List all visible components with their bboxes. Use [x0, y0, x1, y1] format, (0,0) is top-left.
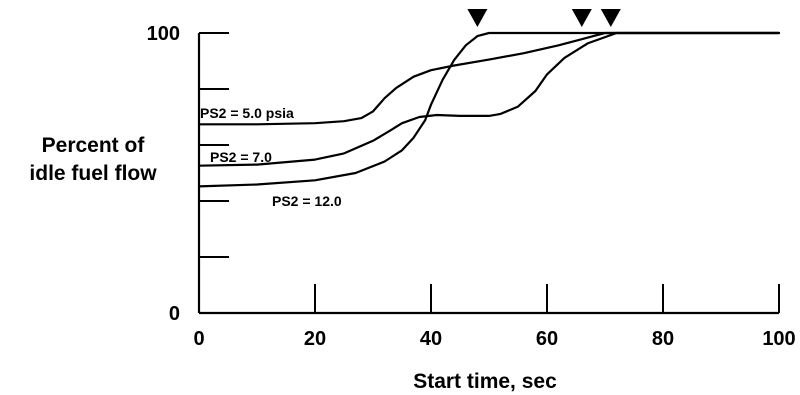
x-axis-title: Start time, sec [413, 370, 557, 393]
x-tick-label-20: 20 [304, 328, 326, 350]
y-axis-title-line-2: idle fuel flow [29, 162, 157, 185]
series-line-1 [197, 31, 781, 126]
x-tick-label-100: 100 [762, 328, 795, 350]
x-tick-label-60: 60 [536, 328, 558, 350]
ticks-layer [199, 32, 780, 313]
series-label-ps2-5: PS2 = 5.0 psia [200, 105, 294, 121]
x-tick-label-0: 0 [193, 328, 204, 350]
annotations: PS2 = 5.0 psia PS2 = 7.0 PS2 = 12.0 [200, 105, 342, 209]
series-line-3 [197, 31, 781, 188]
y-tick-label-0: 0 [169, 303, 180, 325]
y-axis-title-line-1: Percent of [42, 134, 146, 157]
y-tick-label-100: 100 [147, 23, 180, 45]
tick-labels-layer: 0 20 40 60 80 100 0 100 [147, 23, 796, 350]
x-tick-label-40: 40 [420, 328, 442, 350]
end-markers-layer [467, 9, 621, 27]
series-label-ps2-7: PS2 = 7.0 [210, 149, 272, 165]
series-layer [197, 31, 781, 188]
x-tick-label-80: 80 [652, 328, 674, 350]
series-label-ps2-12: PS2 = 12.0 [272, 193, 342, 209]
series-line-2 [197, 31, 781, 167]
end-marker-3 [600, 9, 621, 27]
end-marker-2 [571, 9, 592, 27]
end-marker-1 [467, 9, 488, 27]
